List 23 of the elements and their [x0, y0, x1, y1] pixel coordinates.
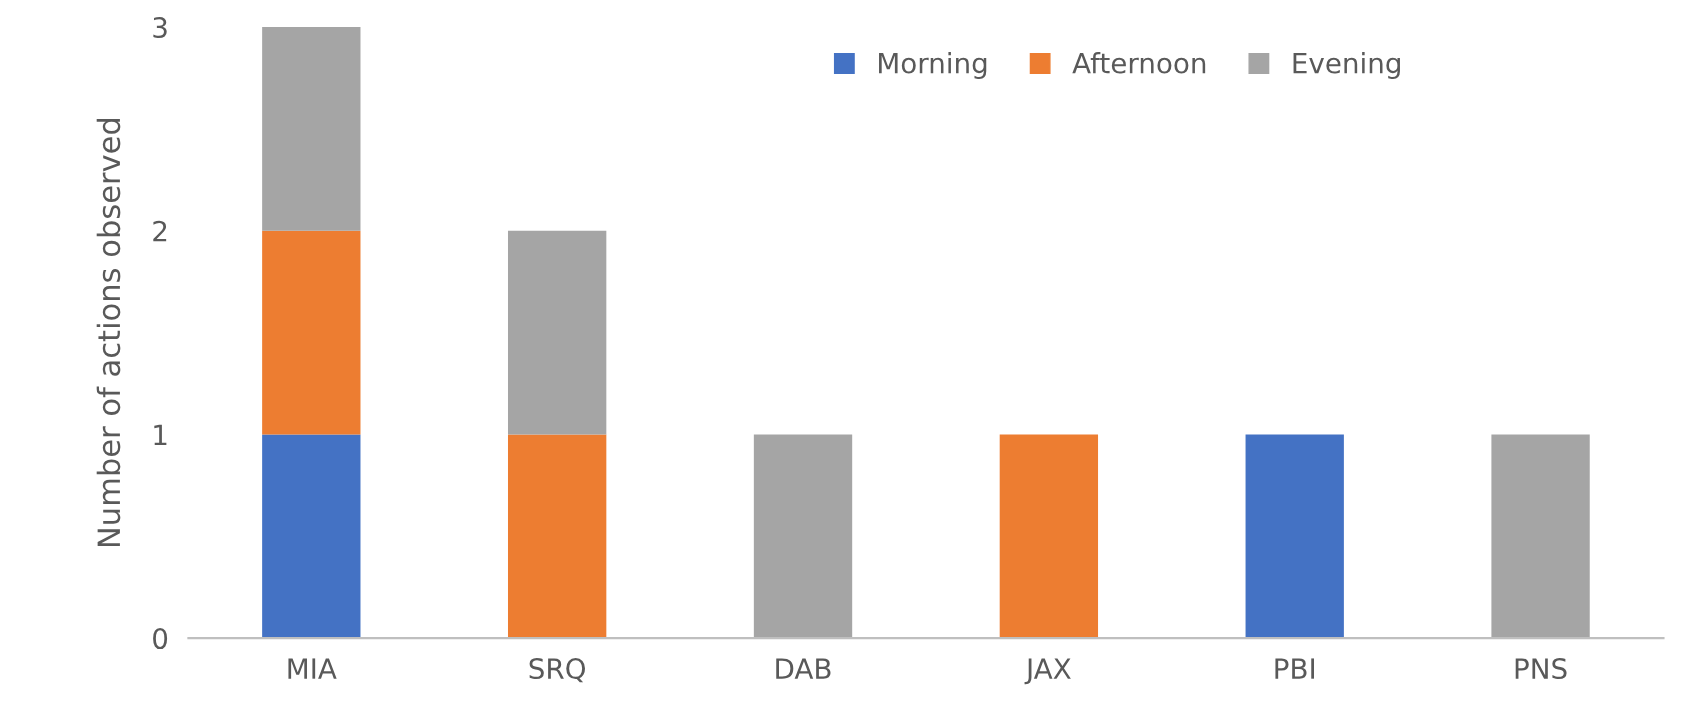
- bar: [262, 434, 361, 639]
- x-tick-label: DAB: [776, 658, 831, 679]
- y-axis-title: Number of actions observed: [96, 118, 121, 547]
- bar: [262, 230, 361, 435]
- y-tick-label: 2: [153, 220, 167, 242]
- legend-label: Morning: [879, 52, 987, 79]
- x-tick-label: PBI: [1275, 658, 1314, 679]
- legend-label: Evening: [1293, 52, 1400, 79]
- bar: [753, 434, 853, 639]
- bar: [507, 230, 607, 435]
- y-tick-label: 3: [153, 17, 167, 39]
- legend-label: Afternoon: [1072, 52, 1206, 74]
- bar: [1245, 434, 1344, 639]
- bar: [507, 434, 607, 639]
- y-tick-label: 0: [153, 628, 168, 650]
- x-tick-label: MIA: [288, 658, 337, 679]
- y-tick-label: 1: [154, 424, 167, 446]
- bar: [262, 27, 361, 231]
- x-tick-label: SRQ: [529, 658, 585, 683]
- bar: [999, 434, 1099, 639]
- x-tick-label: PNS: [1515, 658, 1567, 680]
- x-tick-label: JAX: [1024, 658, 1071, 685]
- bar: [1491, 434, 1590, 639]
